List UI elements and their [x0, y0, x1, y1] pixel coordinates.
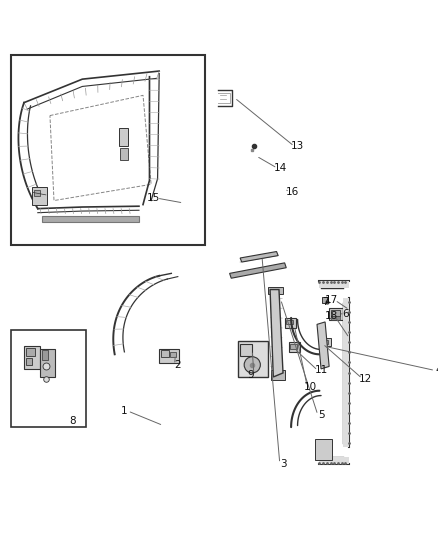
Bar: [329, 308, 345, 319]
Text: 18: 18: [325, 311, 338, 321]
Text: 17: 17: [325, 295, 338, 305]
Text: 8: 8: [69, 416, 76, 426]
Bar: [321, 340, 328, 344]
Polygon shape: [270, 289, 283, 377]
Bar: [285, 318, 296, 328]
Text: 3: 3: [280, 458, 286, 469]
Bar: [170, 352, 176, 357]
Text: 10: 10: [304, 382, 317, 392]
Text: 11: 11: [314, 366, 328, 375]
Bar: [331, 310, 340, 316]
Bar: [319, 338, 331, 346]
Bar: [319, 457, 350, 464]
Text: 4: 4: [435, 366, 438, 375]
Bar: [286, 319, 293, 325]
Bar: [319, 281, 350, 288]
Bar: [34, 190, 40, 197]
Text: 13: 13: [291, 141, 304, 151]
Text: 16: 16: [286, 188, 299, 197]
Text: 2: 2: [174, 360, 181, 370]
Bar: [26, 348, 35, 356]
Text: 14: 14: [274, 163, 287, 173]
Bar: [290, 344, 297, 349]
Bar: [289, 342, 300, 352]
Bar: [159, 349, 180, 363]
Text: 5: 5: [318, 410, 325, 420]
Bar: [42, 350, 48, 360]
Bar: [11, 55, 205, 245]
Bar: [32, 187, 47, 205]
Circle shape: [244, 357, 260, 373]
Polygon shape: [230, 263, 286, 278]
Bar: [315, 439, 332, 459]
Text: 9: 9: [247, 369, 254, 379]
Bar: [26, 358, 32, 365]
Bar: [42, 216, 139, 222]
Bar: [120, 148, 128, 160]
Bar: [240, 344, 252, 356]
Bar: [271, 370, 286, 380]
Bar: [268, 287, 283, 294]
Text: 6: 6: [342, 309, 349, 319]
Bar: [331, 316, 340, 319]
Bar: [40, 349, 55, 377]
Polygon shape: [317, 322, 329, 369]
Bar: [238, 341, 268, 377]
Bar: [343, 297, 350, 447]
Polygon shape: [240, 252, 278, 262]
Bar: [24, 346, 40, 369]
Bar: [11, 330, 86, 427]
Text: 12: 12: [359, 374, 372, 384]
Text: 1: 1: [121, 406, 128, 416]
Text: 7: 7: [322, 297, 328, 306]
Bar: [119, 128, 128, 146]
Text: 15: 15: [147, 193, 160, 203]
Bar: [161, 350, 169, 357]
